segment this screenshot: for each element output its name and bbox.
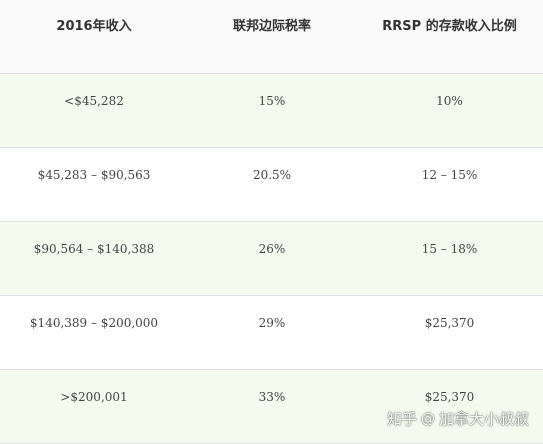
table-header-row: 2016年收入 联邦边际税率 RRSP 的存款收入比例 — [0, 0, 543, 74]
table-row: $140,389 – $200,000 29% $25,370 — [0, 295, 543, 370]
cell-rrsp-ratio: 10% — [356, 73, 543, 148]
cell-income: <$45,282 — [0, 73, 188, 148]
cell-rrsp-ratio: $25,370 — [356, 369, 543, 444]
cell-federal-rate: 33% — [188, 369, 356, 444]
cell-rrsp-ratio: 15 – 18% — [356, 221, 543, 296]
cell-federal-rate: 29% — [188, 295, 356, 370]
zhihu-watermark: 知乎 @ 加拿大小叔叔 — [387, 408, 529, 429]
watermark-at: @ — [420, 410, 435, 427]
cell-income: $140,389 – $200,000 — [0, 295, 188, 370]
cell-income: $45,283 – $90,563 — [0, 147, 188, 222]
cell-federal-rate: 26% — [188, 221, 356, 296]
table-row: >$200,001 33% $25,370 — [0, 369, 543, 444]
header-federal-rate: 联邦边际税率 — [188, 0, 356, 74]
cell-rrsp-ratio: 12 – 15% — [356, 147, 543, 222]
cell-income: >$200,001 — [0, 369, 188, 444]
table-row: <$45,282 15% 10% — [0, 73, 543, 148]
header-rrsp-ratio: RRSP 的存款收入比例 — [356, 0, 543, 74]
cell-income: $90,564 – $140,388 — [0, 221, 188, 296]
watermark-author: 加拿大小叔叔 — [438, 410, 529, 428]
cell-federal-rate: 15% — [188, 73, 356, 148]
watermark-site: 知乎 — [386, 410, 417, 428]
header-income: 2016年收入 — [0, 0, 188, 74]
table-row: $90,564 – $140,388 26% 15 – 18% — [0, 221, 543, 296]
table-row: $45,283 – $90,563 20.5% 12 – 15% — [0, 147, 543, 222]
cell-federal-rate: 20.5% — [188, 147, 356, 222]
cell-rrsp-ratio: $25,370 — [356, 295, 543, 370]
